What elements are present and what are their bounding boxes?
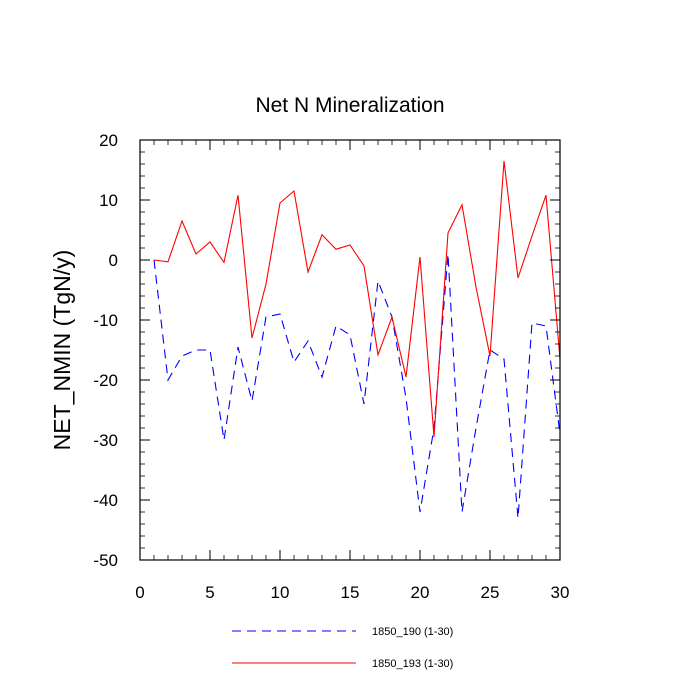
x-tick-label: 15: [341, 583, 360, 602]
plot-area: [153, 160, 561, 519]
series-line-2: [153, 160, 561, 438]
y-tick-label: -40: [93, 491, 118, 510]
y-tick-label: 0: [109, 251, 118, 270]
y-tick-label: -10: [93, 311, 118, 330]
series-line-1: [153, 253, 561, 519]
x-tick-label: 10: [271, 583, 290, 602]
x-tick-label: 30: [551, 583, 570, 602]
legend-label-2: 1850_193 (1-30): [372, 658, 453, 670]
x-tick-label: 5: [205, 583, 214, 602]
y-tick-label: -30: [93, 431, 118, 450]
y-tick-label: -20: [93, 371, 118, 390]
x-tick-label: 0: [135, 583, 144, 602]
y-axis-label: NET_NMIN (TgN/y): [49, 250, 75, 451]
y-tick-label: 20: [99, 131, 118, 150]
legend: 1850_190 (1-30) 1850_193 (1-30): [232, 626, 453, 670]
legend-label-1: 1850_190 (1-30): [372, 626, 453, 638]
axes: 0 5 10 15 20 25 30 -50 -40 -30 -20 -10 0 10 20: [93, 131, 569, 602]
y-tick-label: 10: [99, 191, 118, 210]
x-tick-label: 25: [481, 583, 500, 602]
x-tick-label: 20: [411, 583, 430, 602]
y-tick-label: -50: [93, 551, 118, 570]
chart-title: Net N Mineralization: [255, 94, 444, 117]
